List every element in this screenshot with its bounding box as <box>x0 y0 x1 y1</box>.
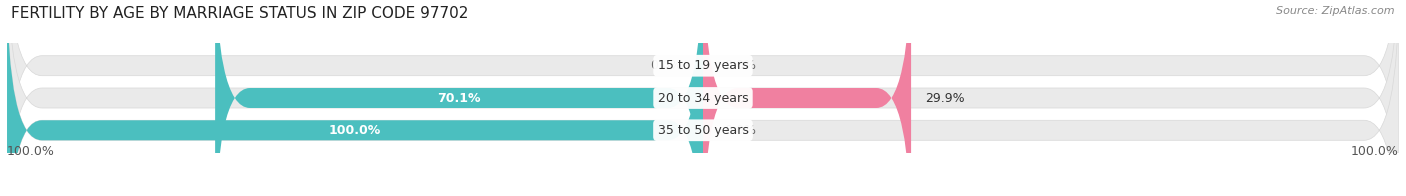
Text: 35 to 50 years: 35 to 50 years <box>658 124 748 137</box>
Text: FERTILITY BY AGE BY MARRIAGE STATUS IN ZIP CODE 97702: FERTILITY BY AGE BY MARRIAGE STATUS IN Z… <box>11 6 468 21</box>
Text: 100.0%: 100.0% <box>1351 145 1399 158</box>
Text: 15 to 19 years: 15 to 19 years <box>658 59 748 72</box>
FancyBboxPatch shape <box>7 0 703 196</box>
Text: 0.0%: 0.0% <box>724 124 756 137</box>
FancyBboxPatch shape <box>7 0 1399 196</box>
FancyBboxPatch shape <box>7 0 1399 196</box>
Text: 0.0%: 0.0% <box>724 59 756 72</box>
Text: 100.0%: 100.0% <box>329 124 381 137</box>
FancyBboxPatch shape <box>703 0 911 196</box>
FancyBboxPatch shape <box>7 0 1399 196</box>
Text: 20 to 34 years: 20 to 34 years <box>658 92 748 104</box>
Text: 70.1%: 70.1% <box>437 92 481 104</box>
FancyBboxPatch shape <box>215 0 703 196</box>
Text: 29.9%: 29.9% <box>925 92 965 104</box>
Text: 0.0%: 0.0% <box>650 59 682 72</box>
Text: Source: ZipAtlas.com: Source: ZipAtlas.com <box>1277 6 1395 16</box>
Text: 100.0%: 100.0% <box>7 145 55 158</box>
